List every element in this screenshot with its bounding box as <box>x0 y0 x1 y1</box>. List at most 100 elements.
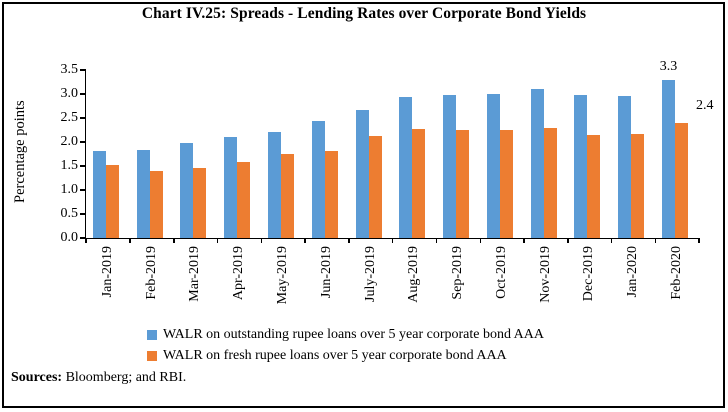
data-label: 2.4 <box>696 97 714 113</box>
x-tick-label: Jan-2020 <box>625 246 641 298</box>
bar-series-0 <box>180 143 194 238</box>
y-tick-label: 2.5 <box>60 110 79 125</box>
bar-pair <box>303 120 347 238</box>
x-tick-label: Dec-2019 <box>581 246 597 302</box>
x-tick-label: Nov-2019 <box>537 246 553 303</box>
bar-series-1 <box>149 170 163 238</box>
legend: WALR on outstanding rupee loans over 5 y… <box>147 326 544 364</box>
x-tick-label: May-2019 <box>275 246 291 305</box>
x-tick-label: Mar-2019 <box>187 246 203 302</box>
plot-area: Jan-2019 Feb-2019 Mar-2019 Apr-2019 May-2019… <box>61 59 714 305</box>
bar-pair <box>128 149 172 238</box>
bar-series-0 <box>486 94 500 238</box>
y-tick-label: 2.0 <box>60 134 79 149</box>
y-tick-mark <box>80 117 86 119</box>
bar-series-1 <box>543 127 557 238</box>
category-group: Oct-2019 <box>478 70 525 299</box>
y-tick-label: 0.5 <box>60 206 79 221</box>
bar-pair <box>390 97 434 238</box>
legend-label: WALR on fresh rupee loans over 5 year co… <box>163 347 507 363</box>
bar-pair: 3.3 2.4 <box>653 59 714 238</box>
y-tick-label: 0.0 <box>60 230 79 245</box>
bar-pair <box>347 110 391 238</box>
bar-series-1 <box>587 135 601 238</box>
bar-pair <box>434 95 478 238</box>
plot-categories: Jan-2019 Feb-2019 Mar-2019 Apr-2019 May-2019… <box>84 59 714 304</box>
category-group: Aug-2019 <box>390 70 438 303</box>
bar-series-1 <box>412 128 426 238</box>
sources-note: Sources: Bloomberg; and RBI. <box>11 370 186 386</box>
category-group: 3.3 2.4 Feb-2020 <box>653 59 714 300</box>
bar-series-0 <box>224 136 238 238</box>
x-tick-label: Oct-2019 <box>493 246 509 299</box>
bar-series-0 <box>268 131 282 238</box>
bar-series-0 <box>136 149 150 238</box>
bar-pair <box>566 94 610 238</box>
y-tick-label: 1.0 <box>60 182 79 197</box>
y-tick-mark <box>80 213 86 215</box>
bar-series-1 <box>631 133 645 238</box>
y-tick-label: 1.5 <box>60 158 79 173</box>
sources-text: Bloomberg; and RBI. <box>62 370 187 385</box>
category-group: May-2019 <box>259 70 306 304</box>
bar-pair <box>172 143 216 238</box>
x-tick-label: Apr-2019 <box>231 246 247 301</box>
sources-label: Sources: <box>11 370 63 385</box>
category-group: Jun-2019 <box>303 70 350 298</box>
y-tick-mark <box>80 69 86 71</box>
bar-series-0: 3.3 <box>660 59 677 238</box>
bar-series-0 <box>399 97 413 238</box>
bar-series-1: 2.4 <box>675 98 714 238</box>
x-tick-label: Sep-2019 <box>450 246 466 300</box>
x-tick-label: Feb-2019 <box>143 246 159 300</box>
category-group: Sep-2019 <box>434 70 481 300</box>
x-tick-label: Jun-2019 <box>318 246 334 299</box>
bar-series-1 <box>499 130 513 238</box>
bar-series-1 <box>281 153 295 238</box>
category-group: Nov-2019 <box>522 70 569 303</box>
legend-swatch-icon <box>147 350 157 361</box>
legend-item: WALR on outstanding rupee loans over 5 y… <box>147 326 544 343</box>
bar-series-0 <box>618 95 632 238</box>
legend-swatch-icon <box>147 329 157 340</box>
bar-pair <box>522 89 566 238</box>
category-group: Dec-2019 <box>566 70 613 301</box>
bar-pair <box>215 136 259 238</box>
bar-series-1 <box>456 130 470 238</box>
bar-pair <box>259 131 303 238</box>
x-tick-label: July-2019 <box>362 246 378 302</box>
x-tick-label: Jan-2019 <box>99 246 115 298</box>
bar-pair <box>84 150 128 238</box>
category-group: Apr-2019 <box>215 70 262 300</box>
bar-pair <box>609 95 653 238</box>
bar-series-1 <box>237 162 251 238</box>
category-group: Feb-2019 <box>128 70 175 300</box>
category-group: Jan-2019 <box>84 70 131 297</box>
legend-item: WALR on fresh rupee loans over 5 year co… <box>147 347 544 364</box>
bar-series-0 <box>530 89 544 238</box>
y-tick-mark <box>80 237 86 239</box>
y-tick-mark <box>80 93 86 95</box>
y-tick-label: 3.0 <box>60 86 79 101</box>
data-label: 3.3 <box>659 58 678 74</box>
category-group: Mar-2019 <box>172 70 219 302</box>
bar-series-1 <box>193 167 207 238</box>
bar-series-0 <box>443 95 457 238</box>
y-tick-mark <box>80 141 86 143</box>
y-tick-mark <box>80 165 86 167</box>
bar-series-0 <box>355 110 369 238</box>
category-group: July-2019 <box>347 70 394 302</box>
chart-title: Chart IV.25: Spreads - Lending Rates ove… <box>141 5 587 22</box>
x-tick-label: Aug-2019 <box>406 246 422 303</box>
x-tick-label: Feb-2020 <box>669 246 685 300</box>
bar-pair <box>478 94 522 238</box>
y-axis-title: Percentage points <box>12 100 28 204</box>
bar-series-1 <box>324 150 338 238</box>
y-tick-mark <box>80 189 86 191</box>
y-tick-label: 3.5 <box>60 62 79 77</box>
category-group: Jan-2020 <box>609 70 656 297</box>
legend-label: WALR on outstanding rupee loans over 5 y… <box>163 326 545 342</box>
bar-series-1 <box>368 135 382 238</box>
bar-series-0 <box>574 94 588 238</box>
